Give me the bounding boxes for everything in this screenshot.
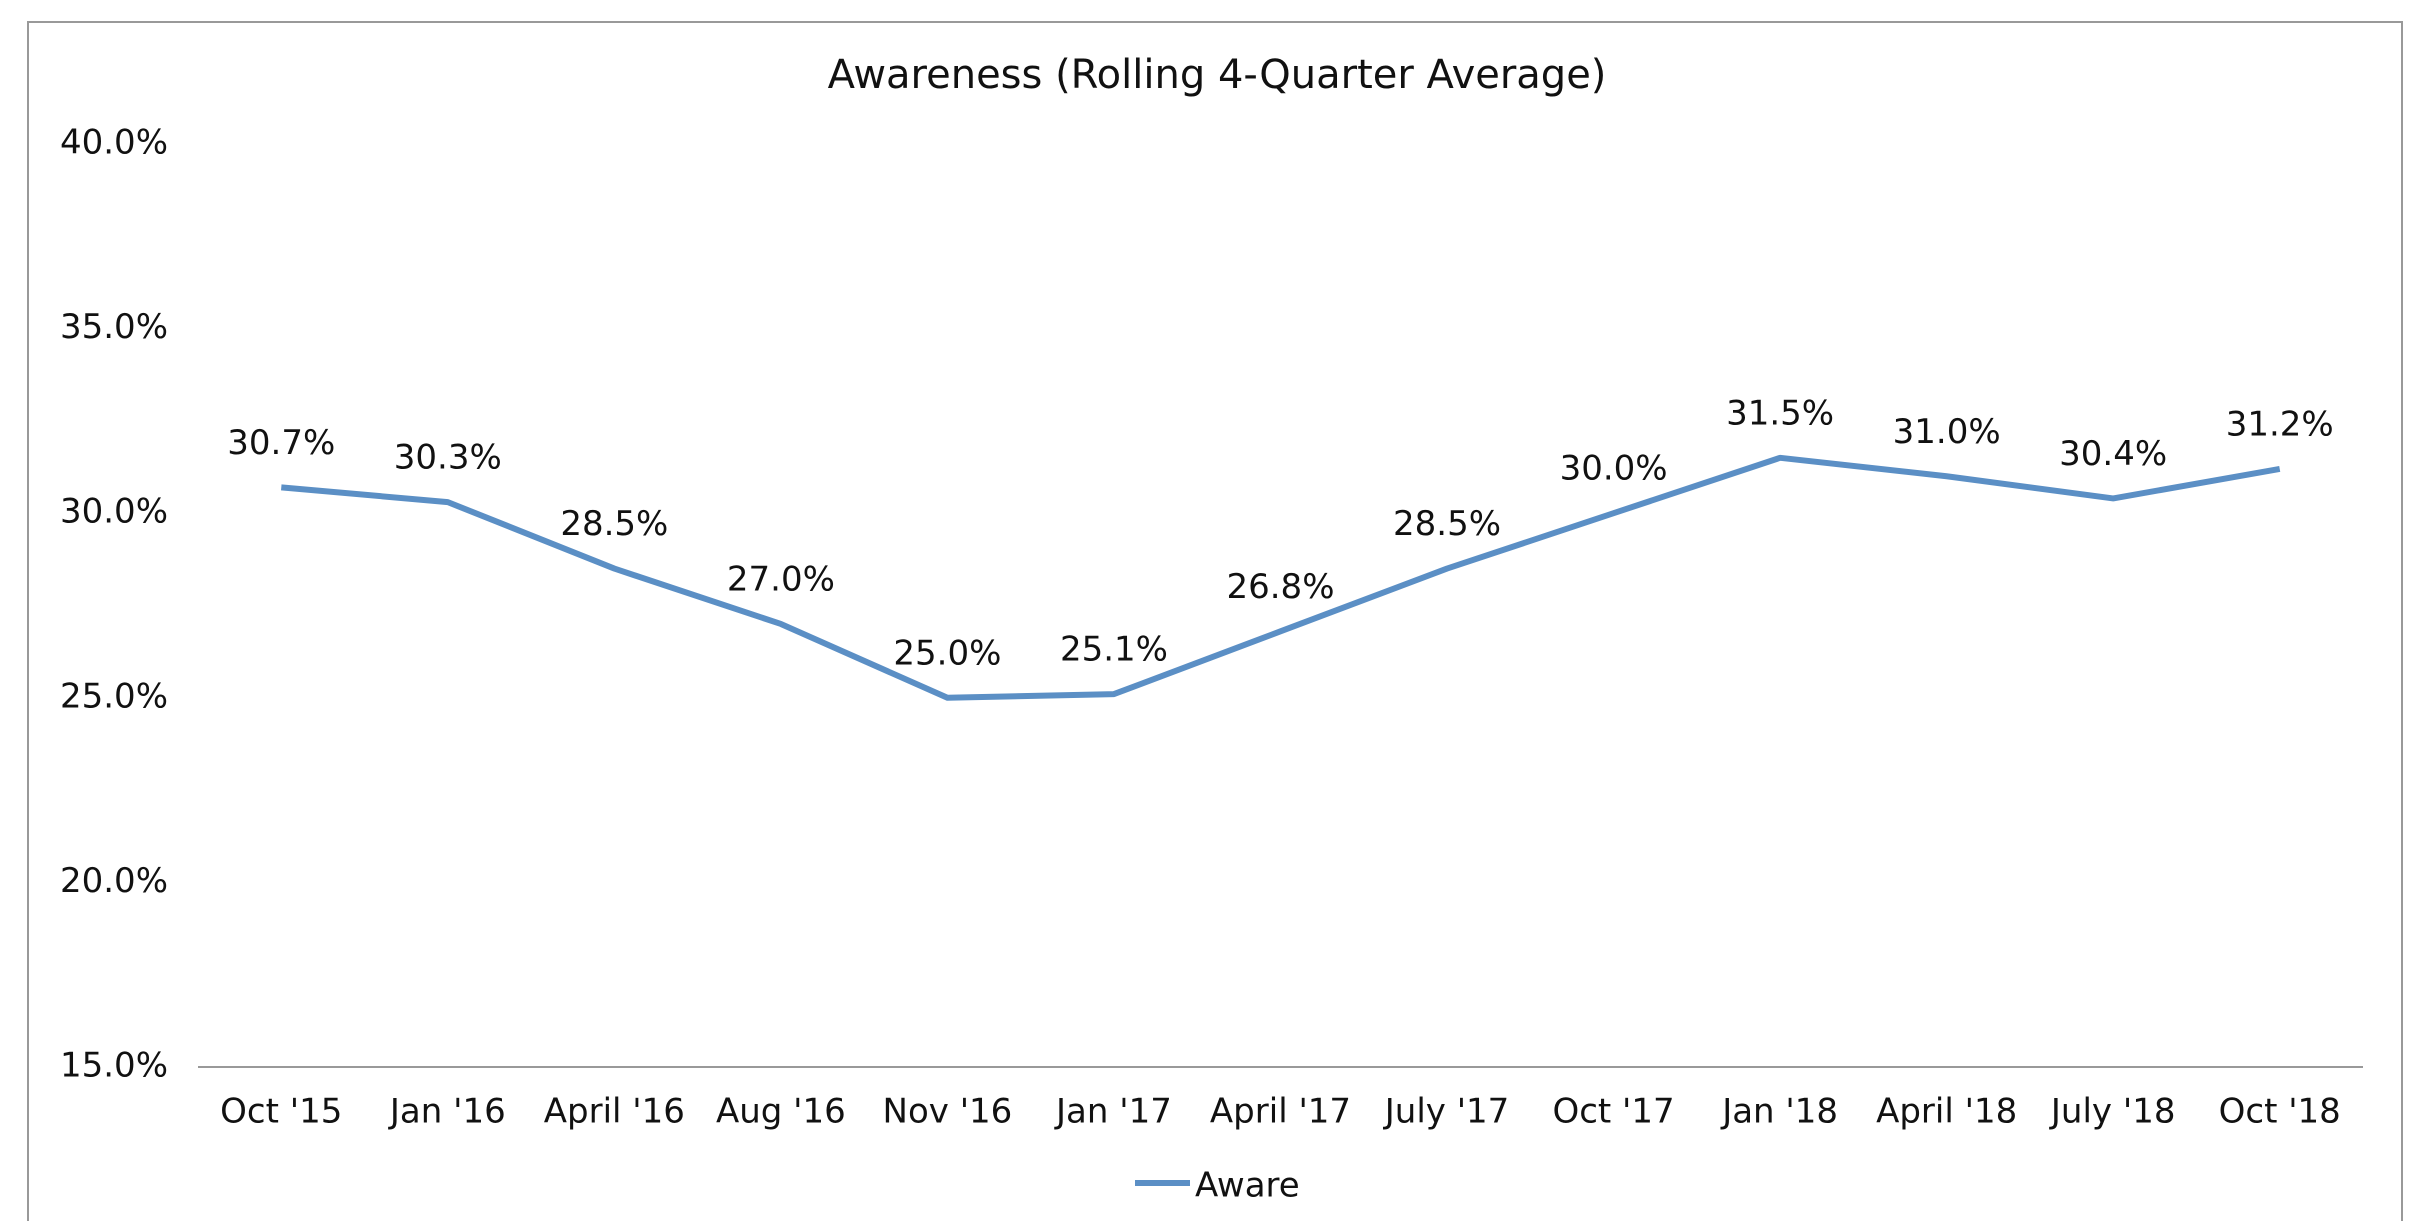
line-series <box>281 454 2281 701</box>
data-label: 30.0% <box>1560 449 1668 489</box>
x-tick-label: Oct '18 <box>2219 1092 2341 1132</box>
x-tick-label: Oct '17 <box>1552 1092 1674 1132</box>
data-label: 25.0% <box>893 633 1001 673</box>
y-tick-label: 20.0% <box>60 861 168 901</box>
x-tick-label: Aug '16 <box>716 1092 846 1132</box>
data-label: 28.5% <box>1393 504 1501 544</box>
x-tick-label: Jan '16 <box>388 1092 506 1132</box>
y-tick-label: 25.0% <box>60 676 168 716</box>
y-tick-label: 15.0% <box>60 1046 168 1086</box>
data-label: 31.5% <box>1726 393 1834 433</box>
data-label: 27.0% <box>727 559 835 599</box>
data-label: 26.8% <box>1226 567 1334 607</box>
x-tick-label: Jan '17 <box>1054 1092 1172 1132</box>
data-label: 30.4% <box>2059 434 2167 474</box>
x-tick-label: Oct '15 <box>220 1092 342 1132</box>
x-tick-label: July '18 <box>2049 1092 2176 1132</box>
data-label: 30.3% <box>394 438 502 478</box>
x-tick-label: April '18 <box>1876 1092 2017 1132</box>
data-label: 25.1% <box>1060 630 1168 670</box>
x-tick-label: Nov '16 <box>883 1092 1013 1132</box>
x-tick-label: July '17 <box>1383 1092 1510 1132</box>
x-tick-label: Jan '18 <box>1720 1092 1838 1132</box>
data-label: 31.2% <box>2226 404 2334 444</box>
data-label: 30.7% <box>227 423 335 463</box>
chart-title: Awareness (Rolling 4-Quarter Average) <box>828 52 1607 98</box>
chart-frame <box>27 21 2403 1221</box>
x-tick-label: April '16 <box>544 1092 685 1132</box>
y-tick-label: 35.0% <box>60 307 168 347</box>
y-tick-label: 30.0% <box>60 492 168 532</box>
data-label: 31.0% <box>1893 412 2001 452</box>
y-tick-label: 40.0% <box>60 123 168 163</box>
legend-label: Aware <box>1195 1166 1300 1206</box>
x-tick-label: April '17 <box>1210 1092 1351 1132</box>
data-label: 28.5% <box>560 504 668 544</box>
